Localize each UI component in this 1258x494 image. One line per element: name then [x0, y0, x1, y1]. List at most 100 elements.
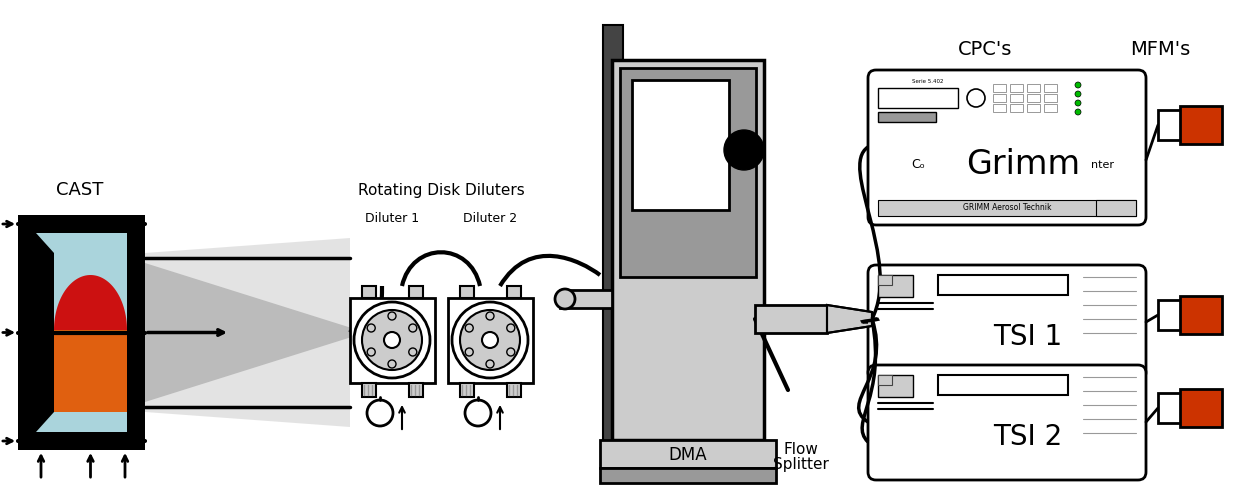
Circle shape — [460, 310, 520, 370]
Circle shape — [1076, 109, 1081, 115]
Bar — [460, 286, 474, 298]
Circle shape — [1076, 100, 1081, 106]
Bar — [878, 375, 913, 397]
Circle shape — [1076, 82, 1081, 88]
Polygon shape — [145, 238, 350, 427]
Polygon shape — [145, 263, 350, 402]
Bar — [603, 25, 623, 445]
Bar — [1010, 104, 1023, 112]
Circle shape — [725, 130, 764, 170]
Bar — [878, 375, 892, 385]
Polygon shape — [18, 215, 145, 233]
Circle shape — [507, 324, 515, 332]
Bar — [938, 375, 1068, 395]
Text: TSI 2: TSI 2 — [994, 423, 1063, 451]
Circle shape — [367, 348, 375, 356]
Bar — [409, 286, 423, 298]
FancyBboxPatch shape — [868, 70, 1146, 225]
Polygon shape — [827, 305, 872, 333]
Bar — [878, 200, 1136, 216]
Circle shape — [465, 324, 473, 332]
Bar — [1044, 94, 1057, 102]
Text: CPC's: CPC's — [957, 41, 1013, 59]
Polygon shape — [36, 233, 145, 432]
Text: Splitter: Splitter — [774, 457, 829, 472]
Bar — [611, 60, 764, 440]
Bar — [1096, 200, 1136, 216]
FancyBboxPatch shape — [868, 365, 1146, 480]
Text: Rotating Disk Diluters: Rotating Disk Diluters — [357, 182, 525, 198]
Circle shape — [384, 332, 400, 348]
Circle shape — [555, 289, 575, 309]
Bar — [600, 440, 776, 468]
Bar — [362, 383, 376, 397]
Bar — [1027, 104, 1040, 112]
Bar — [632, 80, 728, 210]
Text: Diluter 1: Diluter 1 — [365, 211, 419, 224]
Bar — [1044, 84, 1057, 92]
Bar — [460, 383, 474, 397]
Bar — [993, 84, 1006, 92]
Bar — [350, 298, 435, 383]
Text: Serie 5.402: Serie 5.402 — [912, 80, 944, 84]
Bar — [600, 468, 776, 483]
Text: Flow: Flow — [784, 443, 819, 457]
Text: MFM's: MFM's — [1130, 41, 1190, 59]
Text: nter: nter — [1092, 160, 1115, 170]
Bar — [1180, 106, 1222, 144]
Circle shape — [387, 360, 396, 368]
Polygon shape — [18, 215, 36, 450]
Polygon shape — [36, 233, 54, 432]
Circle shape — [387, 312, 396, 320]
FancyBboxPatch shape — [868, 265, 1146, 380]
Circle shape — [486, 312, 494, 320]
Text: CAST: CAST — [57, 181, 103, 199]
Circle shape — [353, 302, 430, 378]
Bar — [993, 94, 1006, 102]
Polygon shape — [18, 432, 145, 450]
Circle shape — [367, 324, 375, 332]
Bar — [560, 290, 611, 308]
Text: Cₒ: Cₒ — [911, 159, 925, 171]
Bar — [878, 275, 892, 285]
Bar — [1159, 110, 1186, 140]
Text: TSI 1: TSI 1 — [994, 323, 1063, 351]
Bar — [1010, 94, 1023, 102]
Polygon shape — [18, 215, 145, 450]
Circle shape — [367, 400, 392, 426]
Bar — [1027, 84, 1040, 92]
Bar — [878, 88, 959, 108]
Circle shape — [1076, 91, 1081, 97]
Bar — [362, 286, 376, 298]
Bar — [507, 286, 521, 298]
Circle shape — [409, 348, 416, 356]
Bar — [878, 112, 936, 122]
Text: DMA: DMA — [669, 446, 707, 464]
Bar — [1044, 104, 1057, 112]
Circle shape — [465, 348, 473, 356]
Text: Diluter 2: Diluter 2 — [463, 211, 517, 224]
Polygon shape — [54, 275, 127, 330]
Polygon shape — [54, 330, 127, 412]
Circle shape — [967, 89, 985, 107]
Circle shape — [507, 348, 515, 356]
Bar — [1159, 393, 1186, 423]
Bar — [755, 305, 827, 333]
Circle shape — [409, 324, 416, 332]
Circle shape — [362, 310, 421, 370]
Bar — [409, 383, 423, 397]
Circle shape — [452, 302, 528, 378]
Circle shape — [482, 332, 498, 348]
Polygon shape — [127, 233, 145, 432]
Circle shape — [465, 400, 491, 426]
Bar — [1027, 94, 1040, 102]
Bar — [1010, 84, 1023, 92]
Bar — [878, 275, 913, 297]
Text: Grimm: Grimm — [966, 149, 1081, 181]
Bar — [993, 104, 1006, 112]
Bar — [938, 275, 1068, 295]
Circle shape — [486, 360, 494, 368]
Bar — [620, 68, 756, 277]
Bar — [1180, 296, 1222, 334]
Bar — [507, 383, 521, 397]
